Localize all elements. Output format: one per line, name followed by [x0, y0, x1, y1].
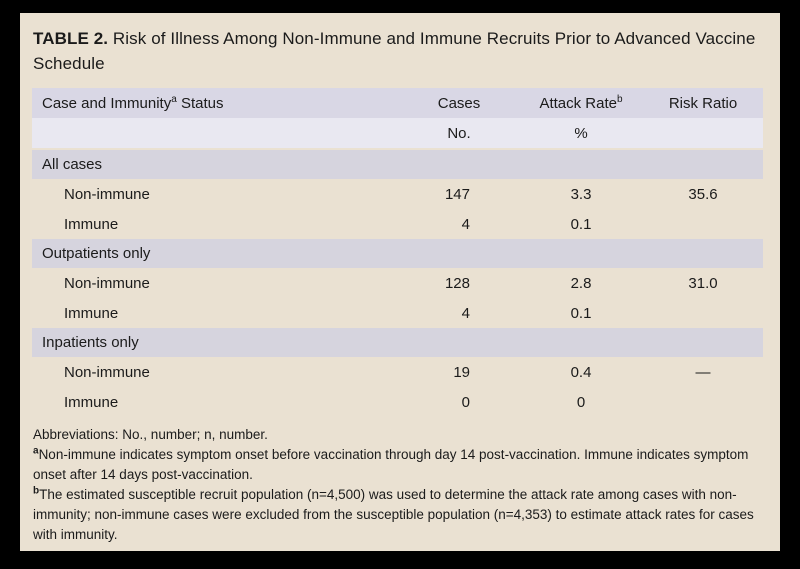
column-header-attack-rate: Attack Rateb: [525, 93, 637, 112]
row-label: Immune: [64, 393, 119, 411]
cases-value: 4: [461, 304, 470, 322]
attack-rate-value: 3.3: [570, 185, 592, 203]
table-title: TABLE 2. Risk of Illness Among Non-Immun…: [20, 13, 780, 76]
footnote-a-marker: a: [33, 445, 39, 457]
row-label: Immune: [64, 304, 119, 322]
cases-value: 4: [461, 215, 470, 233]
table-row: Non-immune 147 3.3 35.6: [32, 179, 763, 209]
cases-value: 0: [461, 393, 470, 411]
attack-rate-value: 0.1: [570, 215, 592, 233]
cases-value: 128: [444, 274, 470, 292]
column-header-risk-ratio: Risk Ratio: [668, 94, 738, 112]
attack-rate-value: 2.8: [570, 274, 592, 292]
data-table: Case and Immunitya Status Cases Attack R…: [32, 88, 763, 417]
table-row: Immune 4 0.1: [32, 298, 763, 328]
row-label: Non-immune: [64, 363, 150, 381]
column-header-cases: Cases: [437, 94, 481, 112]
cases-unit-label: No.: [447, 124, 471, 142]
row-label: Immune: [64, 215, 119, 233]
risk-ratio-value: —: [695, 363, 711, 381]
footnote-a-reference: a: [171, 93, 177, 105]
cases-value: 147: [444, 185, 470, 203]
table-header-row: Case and Immunitya Status Cases Attack R…: [32, 88, 763, 118]
attack-rate-unit-label: %: [574, 124, 588, 142]
column-header-case-status: Case and Immunitya Status: [32, 93, 424, 112]
section-header-label: All cases: [42, 156, 103, 173]
table-panel: TABLE 2. Risk of Illness Among Non-Immun…: [20, 13, 780, 551]
section-header-all-cases: All cases: [32, 150, 763, 179]
section-header-inpatients-only: Inpatients only: [32, 328, 763, 357]
row-label: Non-immune: [64, 185, 150, 203]
footnote-b-marker: b: [33, 485, 40, 497]
footnote-a: aNon-immune indicates symptom onset befo…: [33, 445, 757, 485]
table-units-row: No. %: [32, 118, 763, 148]
risk-ratio-value: 31.0: [688, 274, 718, 292]
table-row: Non-immune 19 0.4 —: [32, 357, 763, 387]
footnote-a-text: Non-immune indicates symptom onset befor…: [33, 447, 749, 482]
case-status-header-suffix: Status: [176, 94, 224, 112]
footnote-b-reference: b: [616, 93, 623, 105]
section-header-label: Outpatients only: [42, 245, 151, 262]
table-title-text: Risk of Illness Among Non-Immune and Imm…: [33, 29, 756, 73]
footnote-b: bThe estimated susceptible recruit popul…: [33, 485, 757, 545]
table-number-label: TABLE 2.: [33, 29, 109, 48]
table-row: Non-immune 128 2.8 31.0: [32, 268, 763, 298]
attack-rate-header-text: Attack Rate: [539, 94, 617, 112]
section-header-label: Inpatients only: [42, 334, 139, 351]
footnote-b-text: The estimated susceptible recruit popula…: [33, 487, 754, 542]
abbreviations-note: Abbreviations: No., number; n, number.: [33, 427, 268, 442]
cases-value: 19: [453, 363, 470, 381]
attack-rate-value: 0: [576, 393, 586, 411]
table-row: Immune 0 0: [32, 387, 763, 417]
attack-rate-value: 0.4: [570, 363, 592, 381]
section-header-outpatients-only: Outpatients only: [32, 239, 763, 268]
table-row: Immune 4 0.1: [32, 209, 763, 239]
risk-ratio-value: 35.6: [688, 185, 718, 203]
footnotes: Abbreviations: No., number; n, number. a…: [33, 425, 757, 545]
attack-rate-value: 0.1: [570, 304, 592, 322]
row-label: Non-immune: [64, 274, 150, 292]
case-status-header-text: Case and Immunity: [42, 94, 172, 112]
